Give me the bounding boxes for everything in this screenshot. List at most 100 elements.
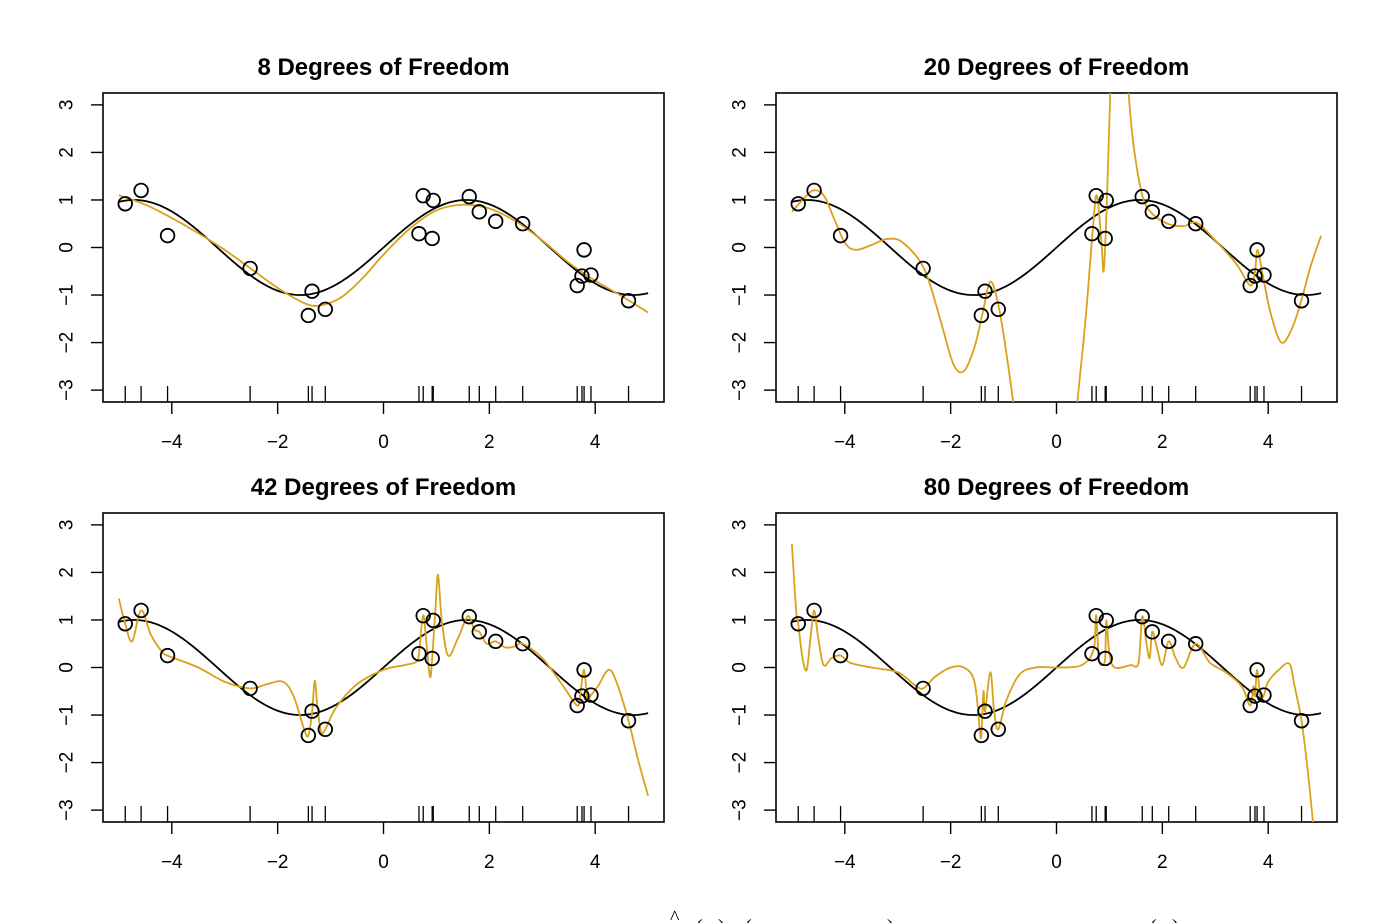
data-point bbox=[569, 697, 585, 714]
data-point bbox=[1160, 213, 1177, 230]
data-point bbox=[973, 307, 990, 324]
x-tick-label: 2 bbox=[484, 852, 495, 873]
data-point bbox=[583, 267, 599, 283]
data-point bbox=[977, 283, 993, 299]
true-function-line bbox=[118, 199, 649, 296]
caption-fragment: ( bbox=[696, 916, 703, 923]
data-point bbox=[425, 612, 441, 629]
data-point bbox=[574, 268, 590, 284]
data-point bbox=[1097, 650, 1113, 667]
fitted-spline-line bbox=[790, 543, 1314, 822]
data-point bbox=[1097, 230, 1113, 247]
data-point bbox=[1249, 662, 1265, 678]
x-tick-label: −4 bbox=[834, 432, 856, 453]
data-point bbox=[915, 680, 931, 697]
panel-title: 80 Degrees of Freedom bbox=[924, 474, 1189, 501]
data-point bbox=[411, 226, 427, 242]
data-point bbox=[1187, 636, 1204, 652]
data-point bbox=[415, 607, 431, 624]
data-point bbox=[806, 182, 822, 199]
data-point bbox=[300, 307, 317, 324]
true-function-line bbox=[118, 619, 649, 716]
data-point bbox=[574, 688, 590, 704]
x-tick-label: −2 bbox=[267, 432, 289, 453]
y-tick-label: 3 bbox=[730, 520, 751, 531]
data-point bbox=[461, 608, 477, 625]
y-tick-label: −1 bbox=[730, 704, 751, 726]
fitted-spline-line bbox=[118, 194, 649, 314]
data-point bbox=[159, 647, 176, 664]
data-point bbox=[1247, 268, 1263, 284]
data-point bbox=[317, 721, 333, 738]
data-point bbox=[304, 703, 320, 719]
data-point bbox=[1144, 204, 1160, 220]
y-tick-label: −3 bbox=[57, 799, 78, 821]
panel-title: 8 Degrees of Freedom bbox=[257, 54, 509, 81]
data-point bbox=[425, 192, 441, 209]
caption-fragment: ) bbox=[887, 916, 894, 923]
data-point bbox=[471, 204, 487, 220]
x-tick-label: 2 bbox=[1157, 852, 1168, 873]
data-point bbox=[915, 260, 931, 277]
data-point bbox=[1098, 192, 1114, 209]
x-tick-label: 0 bbox=[378, 432, 389, 453]
caption-fragment: ^ bbox=[670, 907, 680, 923]
data-point bbox=[514, 216, 531, 232]
data-point bbox=[1256, 687, 1272, 703]
y-tick-label: 3 bbox=[57, 100, 78, 111]
data-point bbox=[159, 227, 176, 244]
y-tick-label: 0 bbox=[730, 662, 751, 673]
data-point bbox=[1242, 277, 1258, 294]
data-point bbox=[461, 188, 477, 205]
data-point bbox=[415, 187, 431, 204]
fitted-spline-line bbox=[1127, 93, 1322, 344]
y-tick-label: −2 bbox=[730, 332, 751, 354]
data-point bbox=[1084, 646, 1100, 662]
data-point bbox=[1247, 688, 1263, 704]
data-point bbox=[133, 182, 149, 199]
data-point bbox=[304, 283, 320, 299]
data-point bbox=[576, 662, 592, 678]
x-tick-label: 4 bbox=[590, 852, 601, 873]
x-tick-label: −4 bbox=[161, 432, 183, 453]
x-tick-label: −4 bbox=[161, 852, 183, 873]
y-tick-label: 0 bbox=[57, 662, 78, 673]
y-tick-label: 0 bbox=[730, 242, 751, 253]
y-tick-label: −1 bbox=[57, 284, 78, 306]
data-point bbox=[977, 703, 993, 719]
y-tick-label: 1 bbox=[57, 615, 78, 626]
data-point bbox=[990, 301, 1006, 318]
data-point bbox=[514, 636, 531, 652]
data-point bbox=[1256, 267, 1272, 283]
caption-fragment: ) bbox=[1172, 916, 1179, 923]
y-tick-label: −3 bbox=[730, 799, 751, 821]
data-point bbox=[317, 301, 333, 318]
y-tick-label: 1 bbox=[57, 195, 78, 206]
caption-partial: ^ () () () bbox=[670, 907, 1179, 923]
y-tick-label: 1 bbox=[730, 195, 751, 206]
y-tick-label: 3 bbox=[57, 520, 78, 531]
data-point bbox=[471, 624, 487, 640]
data-point bbox=[1249, 242, 1265, 258]
fitted-spline-line bbox=[1076, 93, 1112, 402]
y-tick-label: 2 bbox=[57, 567, 78, 578]
data-point bbox=[973, 727, 990, 744]
y-tick-label: 2 bbox=[730, 567, 751, 578]
y-tick-label: 2 bbox=[730, 147, 751, 158]
panel-20-df: 20 Degrees of Freedom −3 −2 −1 0 1 2 3 −4 −2 0 2 4 bbox=[730, 54, 1338, 453]
y-tick-label: −2 bbox=[730, 752, 751, 774]
x-tick-label: 4 bbox=[1263, 852, 1274, 873]
data-point bbox=[1144, 624, 1160, 640]
data-point bbox=[1088, 607, 1104, 624]
data-point bbox=[242, 680, 258, 697]
x-tick-label: 0 bbox=[1051, 432, 1062, 453]
data-point bbox=[242, 260, 258, 277]
y-tick-label: 2 bbox=[57, 147, 78, 158]
data-point bbox=[1160, 633, 1177, 650]
x-tick-label: 0 bbox=[378, 852, 389, 873]
data-point bbox=[1088, 187, 1104, 204]
panel-title: 20 Degrees of Freedom bbox=[924, 54, 1189, 81]
data-point bbox=[1098, 612, 1114, 629]
data-point bbox=[832, 227, 849, 244]
